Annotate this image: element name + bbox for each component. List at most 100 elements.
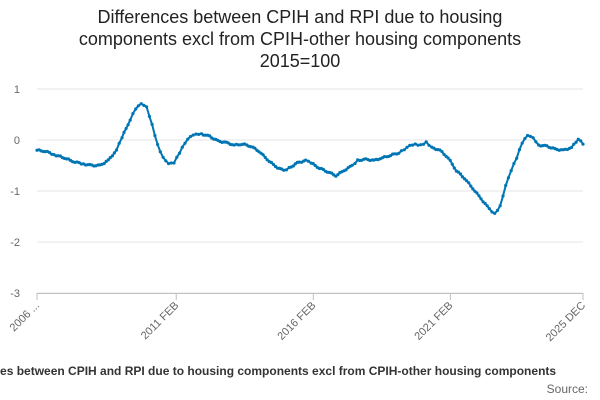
data-point[interactable] xyxy=(336,173,340,177)
data-point[interactable] xyxy=(177,151,182,155)
data-point[interactable] xyxy=(440,150,444,154)
data-point[interactable] xyxy=(172,161,176,165)
data-point[interactable] xyxy=(452,166,456,170)
data-point[interactable] xyxy=(477,194,481,198)
data-point[interactable] xyxy=(421,142,426,146)
data-point[interactable] xyxy=(397,151,401,155)
legend[interactable]: Differences between CPIH and RPI due to … xyxy=(0,364,600,382)
data-point[interactable] xyxy=(469,184,473,188)
data-point[interactable] xyxy=(467,181,471,185)
data-point[interactable] xyxy=(110,154,114,158)
data-point[interactable] xyxy=(191,133,195,137)
data-point[interactable] xyxy=(164,159,168,163)
data-point[interactable] xyxy=(167,162,171,166)
data-point[interactable] xyxy=(399,149,404,153)
data-point[interactable] xyxy=(498,204,502,208)
data-point[interactable] xyxy=(131,112,135,116)
data-point[interactable] xyxy=(197,132,201,136)
data-point[interactable] xyxy=(180,145,184,149)
data-point[interactable] xyxy=(120,136,124,140)
data-point[interactable] xyxy=(313,163,317,168)
data-point[interactable] xyxy=(490,210,494,214)
data-point[interactable] xyxy=(350,163,354,167)
data-point[interactable] xyxy=(282,168,286,172)
legend-label[interactable]: Differences between CPIH and RPI due to … xyxy=(0,364,557,378)
data-point[interactable] xyxy=(446,156,450,160)
data-point[interactable] xyxy=(448,158,452,162)
data-point[interactable] xyxy=(528,134,533,138)
data-point[interactable] xyxy=(183,141,187,145)
data-point[interactable] xyxy=(413,142,417,146)
data-point[interactable] xyxy=(147,114,151,118)
data-point[interactable] xyxy=(460,175,465,179)
data-point[interactable] xyxy=(139,102,143,106)
data-point[interactable] xyxy=(509,169,513,173)
data-point[interactable] xyxy=(122,130,126,134)
data-point[interactable] xyxy=(261,153,265,157)
data-point[interactable] xyxy=(479,197,483,201)
data-point[interactable] xyxy=(321,167,325,172)
data-point[interactable] xyxy=(306,159,310,163)
data-point[interactable] xyxy=(517,148,522,152)
data-point[interactable] xyxy=(506,176,510,180)
data-point[interactable] xyxy=(102,161,106,166)
data-point[interactable] xyxy=(569,145,574,150)
data-point[interactable] xyxy=(311,162,315,166)
data-point[interactable] xyxy=(487,207,491,211)
data-point[interactable] xyxy=(48,151,52,155)
data-point[interactable] xyxy=(493,211,497,215)
data-point[interactable] xyxy=(145,105,149,109)
data-point[interactable] xyxy=(158,150,162,154)
data-point[interactable] xyxy=(572,142,576,146)
data-point[interactable] xyxy=(126,123,130,127)
data-point[interactable] xyxy=(284,168,288,172)
data-point[interactable] xyxy=(253,146,257,150)
data-point[interactable] xyxy=(465,179,469,183)
data-point[interactable] xyxy=(112,151,116,155)
data-point[interactable] xyxy=(471,187,475,191)
data-point[interactable] xyxy=(458,172,463,176)
data-point[interactable] xyxy=(427,143,431,147)
data-point[interactable] xyxy=(410,143,415,147)
data-point[interactable] xyxy=(402,148,406,152)
data-point[interactable] xyxy=(523,136,527,141)
data-point[interactable] xyxy=(483,201,487,206)
data-point[interactable] xyxy=(128,118,132,122)
data-point[interactable] xyxy=(501,194,505,198)
data-point[interactable] xyxy=(265,158,269,162)
data-point[interactable] xyxy=(156,142,160,147)
data-point[interactable] xyxy=(175,155,179,159)
data-point[interactable] xyxy=(114,148,119,152)
data-point[interactable] xyxy=(117,141,121,145)
data-point[interactable] xyxy=(186,137,190,141)
data-point[interactable] xyxy=(142,103,146,107)
data-point[interactable] xyxy=(416,143,420,147)
data-point[interactable] xyxy=(504,183,508,188)
data-point[interactable] xyxy=(269,160,273,165)
data-point[interactable] xyxy=(424,140,428,144)
data-point[interactable] xyxy=(208,134,212,138)
data-point[interactable] xyxy=(408,143,412,147)
data-point[interactable] xyxy=(405,145,409,149)
data-point[interactable] xyxy=(576,137,580,141)
data-point[interactable] xyxy=(134,107,138,111)
data-point[interactable] xyxy=(534,140,538,144)
data-point[interactable] xyxy=(442,152,446,156)
data-point[interactable] xyxy=(153,133,157,138)
data-point[interactable] xyxy=(353,161,357,166)
data-point[interactable] xyxy=(574,140,578,144)
data-point[interactable] xyxy=(450,162,454,166)
data-point[interactable] xyxy=(515,156,519,160)
data-point[interactable] xyxy=(581,142,585,146)
data-point[interactable] xyxy=(188,134,193,139)
data-point[interactable] xyxy=(456,170,460,174)
data-point[interactable] xyxy=(579,139,583,143)
data-point[interactable] xyxy=(531,136,535,140)
data-point[interactable] xyxy=(475,191,479,195)
data-point[interactable] xyxy=(304,158,308,162)
data-point[interactable] xyxy=(263,155,267,159)
data-point[interactable] xyxy=(194,132,198,136)
data-point[interactable] xyxy=(169,161,173,165)
series-line[interactable] xyxy=(36,102,584,215)
data-point[interactable] xyxy=(419,143,423,147)
